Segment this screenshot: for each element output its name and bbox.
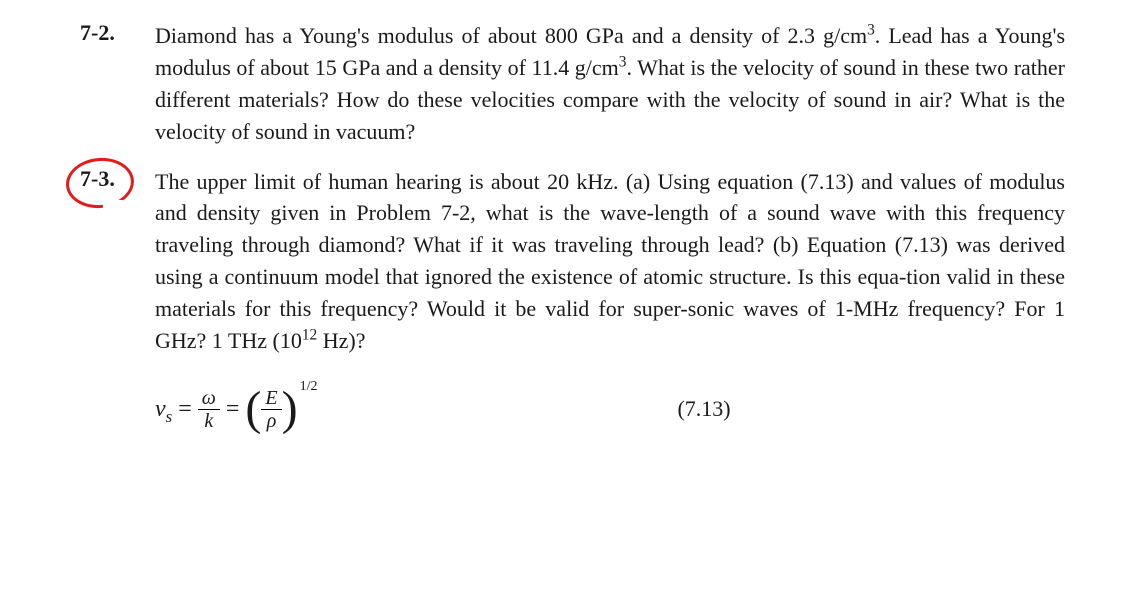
var-v: v <box>155 396 166 422</box>
denominator-rho: ρ <box>263 410 281 432</box>
equation-number: (7.13) <box>677 396 730 422</box>
problem-number: 7-3. <box>80 166 155 357</box>
fraction-omega-k: ω k <box>198 387 220 432</box>
problem-number: 7-2. <box>80 20 155 148</box>
right-paren-icon: ) <box>282 390 298 428</box>
denominator-k: k <box>200 410 217 432</box>
exponent-half: 1/2 <box>300 379 318 395</box>
problem-7-3: 7-3. The upper limit of human hearing is… <box>80 166 1065 357</box>
equation-lhs: vs <box>155 396 172 423</box>
numerator-omega: ω <box>198 387 220 410</box>
equals-sign: = <box>178 396 192 423</box>
equation-expression: vs = ω k = ( E ρ ) 1/2 <box>155 387 317 432</box>
problem-number-text: 7-2. <box>80 20 115 45</box>
problem-number-text: 7-3. <box>80 166 115 191</box>
equals-sign: = <box>226 396 240 423</box>
equation-7-13: vs = ω k = ( E ρ ) 1/2 (7.13) <box>80 387 1065 432</box>
problem-text: The upper limit of human hearing is abou… <box>155 166 1065 357</box>
left-paren-icon: ( <box>245 390 261 428</box>
parenthesized-fraction: ( E ρ ) 1/2 <box>245 387 317 432</box>
sub-s: s <box>166 407 173 426</box>
numerator-e: E <box>261 387 281 410</box>
problem-text: Diamond has a Young's modulus of about 8… <box>155 20 1065 148</box>
problem-7-2: 7-2. Diamond has a Young's modulus of ab… <box>80 20 1065 148</box>
fraction-e-rho: E ρ <box>261 387 281 432</box>
